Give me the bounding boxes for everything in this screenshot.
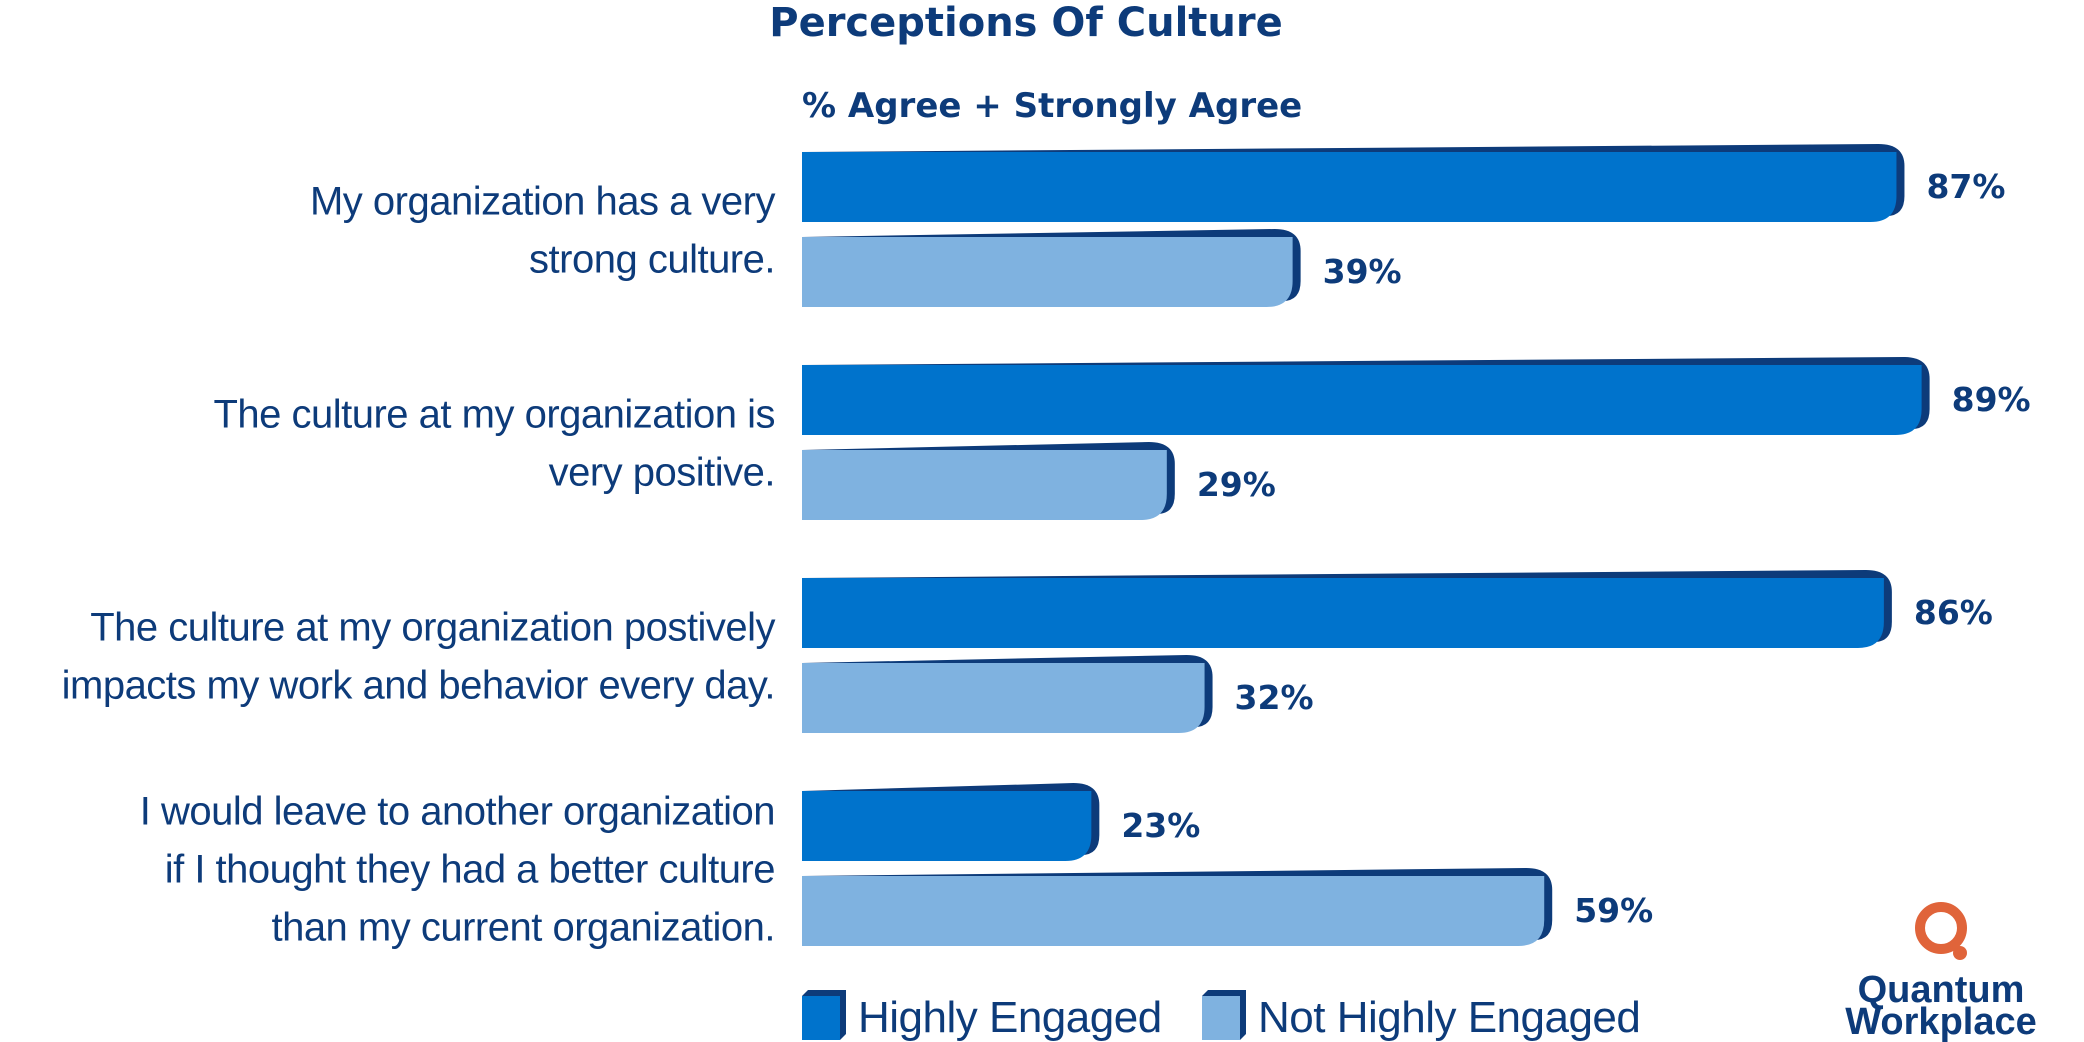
bar: [802, 876, 1545, 946]
legend-label: Highly Engaged: [858, 993, 1162, 1042]
legend-label: Not Highly Engaged: [1258, 993, 1640, 1042]
bar-group: 29%: [802, 442, 1276, 520]
legend-swatch: [802, 996, 840, 1040]
bar: [802, 152, 1897, 222]
chart-title: Perceptions Of Culture: [769, 0, 1283, 46]
logo-ring-icon: [1915, 902, 1967, 954]
chart-subtitle: % Agree + Strongly Agree: [802, 86, 1302, 126]
logo-dot-icon: [1953, 946, 1967, 960]
category-label: if I thought they had a better culture: [165, 848, 775, 892]
bar-value-label: 59%: [1574, 891, 1653, 930]
bar-value-label: 32%: [1235, 678, 1314, 717]
legend-item: Highly Engaged: [802, 990, 1162, 1042]
bar: [802, 663, 1205, 733]
bar-value-label: 23%: [1121, 806, 1200, 845]
bar-value-label: 89%: [1952, 380, 2031, 419]
bar-group: 59%: [802, 868, 1653, 946]
category-label: impacts my work and behavior every day.: [62, 664, 775, 708]
bar: [802, 791, 1092, 861]
legend: Highly Engaged Not Highly Engaged: [802, 990, 1641, 1042]
category-label: The culture at my organization is: [213, 393, 775, 437]
quantum-workplace-logo: Quantum Workplace: [1845, 902, 2037, 1042]
bar-value-label: 86%: [1914, 593, 1993, 632]
legend-item: Not Highly Engaged: [1202, 990, 1641, 1042]
bars-layer: 87% 39% 89% 29% 86% 32% 23% 59%: [802, 144, 2031, 946]
bar-value-label: 87%: [1926, 167, 2005, 206]
category-label: than my current organization.: [271, 906, 775, 950]
logo-line1: Quantum: [1858, 969, 2025, 1011]
bar-value-label: 39%: [1323, 252, 1402, 291]
bar-group: 86%: [802, 570, 1993, 648]
bar: [802, 450, 1167, 520]
bar-value-label: 29%: [1197, 465, 1276, 504]
category-label: My organization has a very: [310, 180, 776, 224]
bar-group: 87%: [802, 144, 2005, 222]
bar: [802, 365, 1922, 435]
bar-group: 23%: [802, 783, 1200, 861]
category-label: very positive.: [549, 451, 775, 495]
category-label: The culture at my organization postively: [90, 606, 775, 650]
logo-line2: Workplace: [1845, 1001, 2036, 1042]
category-label: strong culture.: [529, 238, 775, 282]
bar: [802, 237, 1293, 307]
bar-group: 89%: [802, 357, 2031, 435]
bar-group: 39%: [802, 229, 1402, 307]
bar: [802, 578, 1884, 648]
bar-group: 32%: [802, 655, 1314, 733]
category-label: I would leave to another organization: [140, 790, 775, 834]
legend-swatch: [1202, 996, 1240, 1040]
category-labels: My organization has a very strong culture…: [62, 180, 776, 950]
